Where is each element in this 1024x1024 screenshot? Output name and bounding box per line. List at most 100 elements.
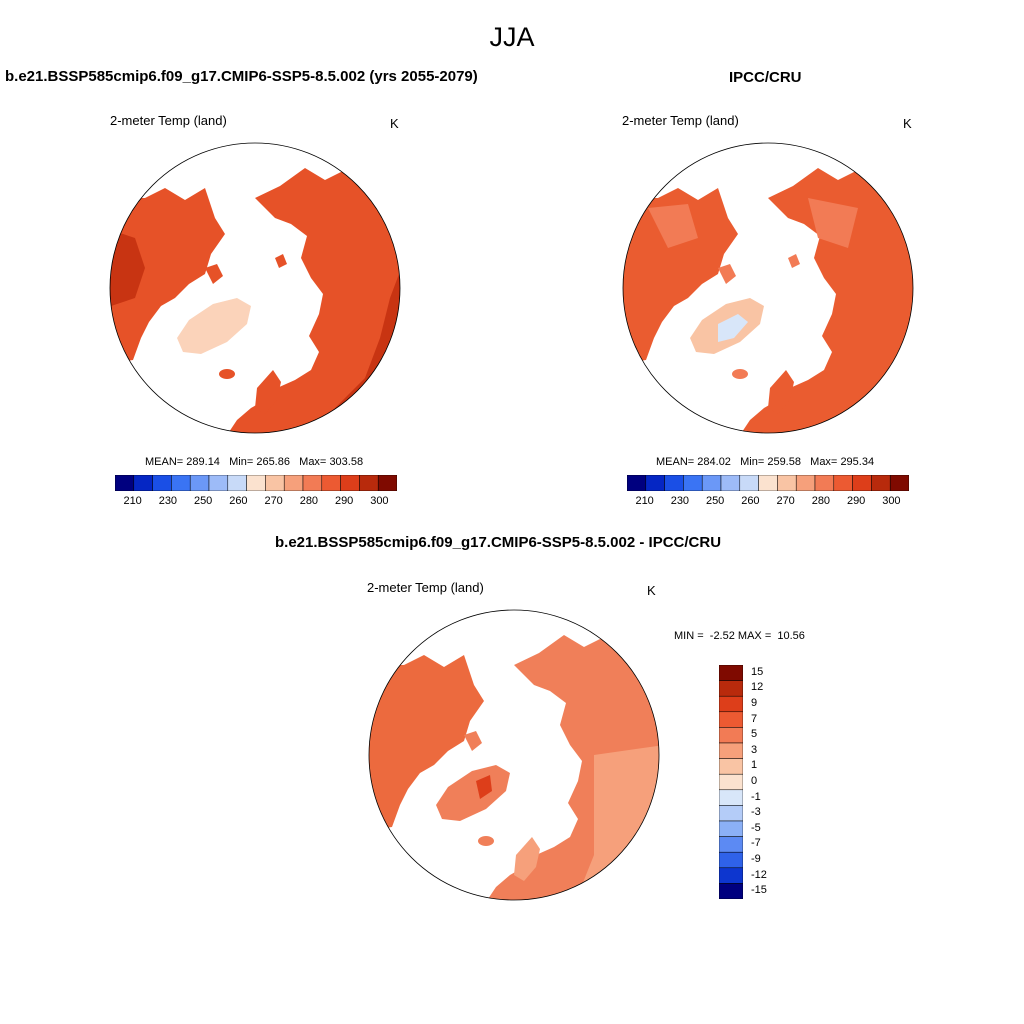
colorbar-box [377,475,397,491]
obs-land-scandinavia [768,370,794,414]
model-polar-map [109,142,401,434]
colorbar-box [227,475,247,491]
colorbar-box [719,773,743,791]
colorbar-box [852,475,872,491]
colorbar-tick-label: 260 [741,495,760,507]
colorbar-box [814,475,835,491]
colorbar-box [283,475,304,491]
diff-land-greenland [436,765,510,821]
colorbar-box [627,475,647,491]
colorbar-tick-label: 15 [751,665,764,678]
obs-unit-label: K [903,116,912,131]
colorbar-tick-label: 300 [370,495,389,507]
colorbar-box [719,665,743,681]
colorbar-tick-label: 230 [670,495,690,507]
diff-unit-label: K [647,583,656,598]
model-land-greenland [177,298,251,354]
model-colorbar [115,475,397,491]
colorbar-box [777,475,797,491]
model-land-iceland [219,369,235,379]
colorbar-box [265,475,285,491]
diff-land-iceland [478,836,494,846]
colorbar-box [321,475,341,491]
colorbar-tick-label: -5 [751,821,761,834]
colorbar-tick-label: 290 [334,495,354,507]
colorbar-tick-label: -7 [751,837,761,850]
colorbar-box [719,820,743,837]
colorbar-tick-label: 9 [751,697,758,709]
colorbar-box [719,789,743,806]
diff-variable-label: 2-meter Temp (land) [367,580,484,595]
colorbar-box [664,475,684,491]
colorbar-box [795,475,816,491]
colorbar-box [871,475,891,491]
obs-colorbar [627,475,909,491]
obs-stats: MEAN= 284.02 Min= 259.58 Max= 295.34 [656,456,875,468]
obs-variable-label: 2-meter Temp (land) [622,113,739,128]
colorbar-box [645,475,665,491]
colorbar-tick-label: 280 [811,495,831,507]
model-land-scandinavia [255,370,281,414]
colorbar-box [246,475,266,491]
colorbar-box [719,867,743,884]
colorbar-box [133,475,153,491]
colorbar-tick-label: 7 [751,712,758,725]
obs-land-north-america [623,188,738,364]
colorbar-box [152,475,172,491]
colorbar-box [719,883,743,899]
colorbar-tick-label: 5 [751,728,758,741]
colorbar-box [359,475,379,491]
colorbar-box [720,475,741,491]
colorbar-box [171,475,191,491]
colorbar-box [833,475,853,491]
colorbar-box [719,805,743,822]
colorbar-tick-label: 270 [264,495,283,507]
colorbar-box [719,727,743,744]
colorbar-tick-label: 260 [229,495,248,507]
colorbar-box [302,475,323,491]
colorbar-tick-label: -15 [751,884,767,897]
colorbar-box [115,475,135,491]
colorbar-tick-label: 210 [635,495,654,507]
diff-panel-title: b.e21.BSSP585cmip6.f09_g17.CMIP6-SSP5-8.… [275,534,722,551]
colorbar-box [889,475,909,491]
colorbar-tick-label: 12 [751,681,764,694]
model-land-eurasia [225,166,400,433]
colorbar-tick-label: -12 [751,868,767,881]
colorbar-tick-label: 300 [882,495,901,507]
colorbar-tick-label: -3 [751,806,761,819]
diff-stats: MIN = -2.52 MAX = 10.56 [674,630,805,642]
colorbar-tick-label: 250 [705,495,725,507]
colorbar-box [719,695,743,713]
colorbar-tick-label: 210 [123,495,142,507]
colorbar-box [719,758,743,775]
colorbar-tick-label: 230 [158,495,178,507]
obs-land-iceland [732,369,748,379]
colorbar-box [719,711,743,728]
diff-land-scandinavia [514,837,540,881]
diff-land-north-america [369,655,484,831]
colorbar-box [719,836,743,853]
colorbar-box [719,742,743,759]
colorbar-tick-label: 0 [751,775,758,787]
colorbar-box [683,475,703,491]
obs-panel-title: IPCC/CRU [729,69,802,86]
colorbar-tick-label: 270 [776,495,795,507]
colorbar-tick-label: -1 [751,790,761,803]
colorbar-tick-label: 250 [193,495,213,507]
colorbar-box [340,475,360,491]
model-variable-label: 2-meter Temp (land) [110,113,227,128]
colorbar-box [719,680,743,697]
model-unit-label: K [390,116,399,131]
colorbar-box [701,475,722,491]
colorbar-box [739,475,759,491]
colorbar-tick-label: 290 [846,495,866,507]
colorbar-tick-label: 3 [751,743,758,756]
obs-polar-map [622,142,914,434]
diff-colorbar [719,665,743,899]
colorbar-box [758,475,778,491]
model-stats: MEAN= 289.14 Min= 265.86 Max= 303.58 [145,456,364,468]
main-title: JJA [489,22,535,52]
diff-polar-map [368,609,660,901]
colorbar-tick-label: 280 [299,495,319,507]
